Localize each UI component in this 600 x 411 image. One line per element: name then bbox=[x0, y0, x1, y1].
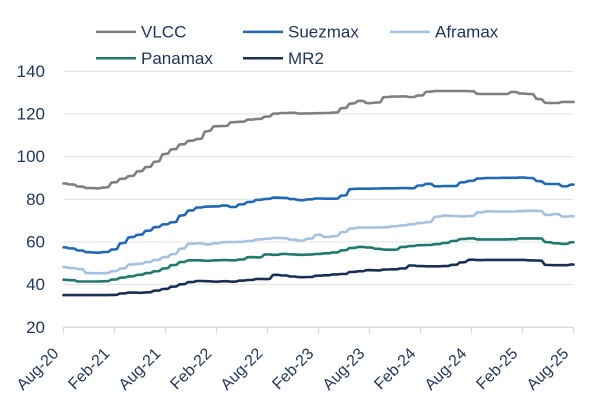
svg-text:Feb-25: Feb-25 bbox=[473, 345, 521, 393]
svg-text:Aug-24: Aug-24 bbox=[422, 345, 471, 394]
svg-text:Feb-24: Feb-24 bbox=[371, 345, 419, 393]
svg-text:Aug-23: Aug-23 bbox=[320, 345, 369, 394]
svg-text:120: 120 bbox=[17, 105, 45, 124]
svg-text:Panamax: Panamax bbox=[141, 49, 213, 68]
svg-text:100: 100 bbox=[17, 147, 45, 166]
svg-text:Feb-22: Feb-22 bbox=[167, 345, 215, 393]
svg-text:VLCC: VLCC bbox=[141, 22, 186, 41]
svg-text:140: 140 bbox=[17, 62, 45, 81]
svg-text:20: 20 bbox=[26, 318, 45, 337]
svg-text:80: 80 bbox=[26, 190, 45, 209]
svg-text:MR2: MR2 bbox=[288, 49, 324, 68]
svg-text:40: 40 bbox=[26, 275, 45, 294]
svg-text:Aug-22: Aug-22 bbox=[218, 345, 267, 394]
svg-text:Feb-21: Feb-21 bbox=[65, 345, 113, 393]
svg-text:Aframax: Aframax bbox=[435, 22, 499, 41]
svg-text:Suezmax: Suezmax bbox=[288, 22, 359, 41]
svg-text:Aug-25: Aug-25 bbox=[524, 345, 573, 394]
svg-text:60: 60 bbox=[26, 233, 45, 252]
svg-text:Aug-20: Aug-20 bbox=[14, 345, 63, 394]
svg-text:Aug-21: Aug-21 bbox=[116, 345, 165, 394]
svg-text:Feb-23: Feb-23 bbox=[269, 345, 317, 393]
